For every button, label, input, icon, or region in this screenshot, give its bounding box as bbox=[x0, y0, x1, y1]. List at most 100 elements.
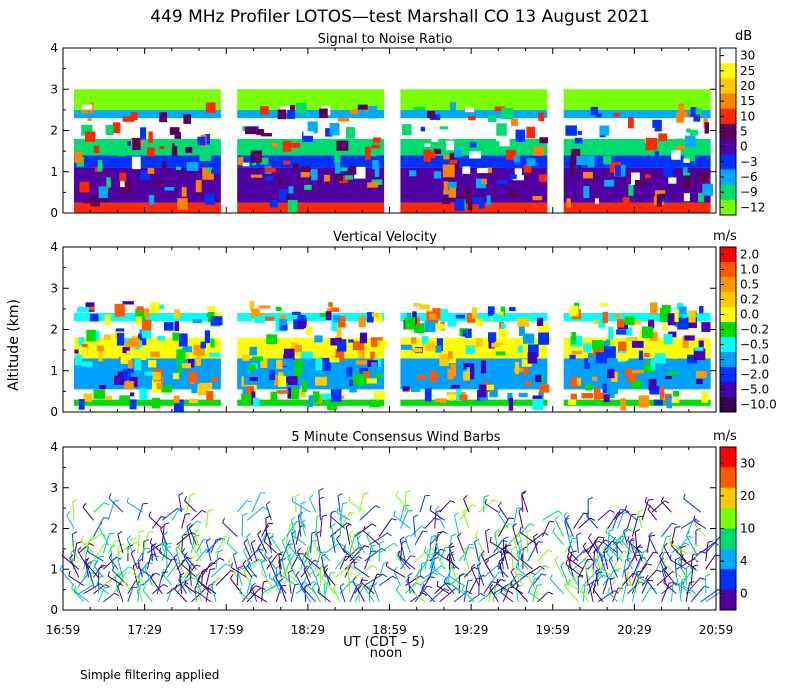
wind-barb-flag bbox=[594, 559, 599, 565]
heatmap-cell bbox=[290, 342, 298, 351]
wind-barb-flag bbox=[142, 585, 146, 591]
wind-barb bbox=[83, 532, 103, 546]
heatmap-layer bbox=[563, 109, 711, 119]
heatmap-cell bbox=[699, 305, 704, 314]
wind-barb bbox=[195, 549, 207, 562]
colorbar-swatch bbox=[720, 307, 736, 323]
heatmap-cell bbox=[162, 343, 173, 348]
heatmap-cell bbox=[648, 319, 655, 329]
heatmap-cell bbox=[674, 310, 679, 322]
wind-barb bbox=[659, 561, 668, 578]
wind-barb-flag bbox=[405, 490, 411, 493]
wind-barb-flag bbox=[339, 583, 345, 588]
wind-barb-flag bbox=[410, 555, 416, 558]
wind-barb-flag bbox=[249, 587, 252, 593]
wind-barb bbox=[458, 504, 473, 521]
colorbar-swatch bbox=[720, 154, 736, 170]
wind-barb-flag bbox=[260, 567, 265, 573]
heatmap-cell bbox=[448, 181, 457, 188]
heatmap-cell bbox=[312, 391, 320, 404]
heatmap-cell bbox=[292, 163, 299, 170]
wind-barb bbox=[345, 526, 351, 545]
wind-barb-flag bbox=[302, 559, 308, 564]
wind-barb bbox=[670, 584, 674, 602]
wind-barb-flag bbox=[318, 488, 324, 492]
heatmap-cell bbox=[337, 339, 347, 352]
wind-barb-flag bbox=[321, 514, 328, 517]
heatmap-cell bbox=[433, 148, 442, 154]
wind-barb-flag bbox=[566, 552, 570, 558]
heatmap-cell bbox=[359, 332, 368, 344]
heatmap-cell bbox=[456, 389, 462, 402]
heatmap-cell bbox=[212, 160, 221, 171]
wind-barb bbox=[215, 570, 232, 586]
heatmap-cell bbox=[204, 134, 211, 145]
heatmap-cell bbox=[78, 399, 85, 410]
wind-barb-flag bbox=[246, 500, 252, 503]
heatmap-cell bbox=[106, 177, 111, 188]
heatmap-cell bbox=[632, 320, 642, 325]
wind-barb bbox=[127, 581, 136, 594]
heatmap-cell bbox=[424, 320, 436, 333]
heatmap-cell bbox=[489, 384, 498, 398]
heatmap-cell bbox=[420, 126, 426, 132]
wind-barb bbox=[675, 535, 689, 554]
wind-barb bbox=[483, 581, 493, 594]
wind-barb bbox=[439, 547, 446, 562]
heatmap-cell bbox=[188, 371, 198, 383]
heatmap-cell bbox=[447, 355, 456, 364]
heatmap-cell bbox=[300, 351, 313, 359]
heatmap-cell bbox=[183, 114, 192, 124]
wind-barb bbox=[161, 508, 178, 521]
heatmap-cell bbox=[450, 102, 456, 115]
heatmap-cell bbox=[357, 156, 364, 163]
wind-barb-flag bbox=[589, 581, 594, 585]
wind-barb bbox=[191, 587, 207, 603]
wind-barb-flag bbox=[297, 547, 302, 553]
wind-barb-flag bbox=[130, 549, 136, 554]
wind-barb bbox=[156, 572, 164, 594]
wind-barb-flag bbox=[608, 555, 613, 561]
wind-barb bbox=[661, 536, 667, 554]
heatmap-cell bbox=[678, 103, 685, 112]
wind-barb bbox=[626, 514, 632, 529]
heatmap-cell bbox=[690, 129, 698, 136]
heatmap-cell bbox=[162, 161, 167, 171]
wind-barb bbox=[85, 562, 99, 578]
heatmap-cell bbox=[509, 306, 516, 312]
wind-barb bbox=[137, 584, 141, 602]
colorbar-label: −10.0 bbox=[740, 398, 777, 412]
wind-barb-flag bbox=[277, 553, 283, 556]
wind-barb-flag bbox=[682, 580, 685, 586]
wind-barb-flag bbox=[393, 510, 396, 516]
heatmap-cell bbox=[683, 117, 695, 125]
heatmap-cell bbox=[171, 142, 178, 156]
heatmap-cell bbox=[570, 164, 575, 177]
wind-barb-flag bbox=[663, 577, 666, 583]
wind-barb-flag bbox=[648, 532, 653, 537]
heatmap-cell bbox=[81, 361, 93, 367]
heatmap-cell bbox=[650, 343, 657, 353]
wind-barb-flag bbox=[247, 561, 251, 567]
wind-barb-flag bbox=[320, 565, 326, 569]
heatmap-cell bbox=[188, 358, 195, 368]
heatmap-cell bbox=[628, 183, 634, 196]
heatmap-cell bbox=[414, 323, 425, 334]
wind-barb bbox=[78, 584, 93, 595]
heatmap-cell bbox=[110, 334, 122, 346]
heatmap-cell bbox=[148, 194, 155, 205]
wind-barb bbox=[275, 585, 282, 602]
wind-barb-flag bbox=[576, 532, 582, 536]
wind-barb-flag bbox=[281, 580, 287, 584]
heatmap-cell bbox=[526, 126, 536, 139]
heatmap-cell bbox=[173, 399, 184, 412]
wind-barb bbox=[321, 577, 336, 595]
wind-barb bbox=[301, 522, 307, 537]
wind-barb-flag bbox=[363, 492, 369, 495]
wind-barb bbox=[334, 553, 348, 570]
wind-barb-flag bbox=[313, 581, 318, 586]
heatmap-cell bbox=[345, 127, 355, 139]
wind-barb bbox=[82, 507, 94, 521]
heatmap-cell bbox=[499, 137, 510, 147]
heatmap-cell bbox=[673, 390, 680, 397]
